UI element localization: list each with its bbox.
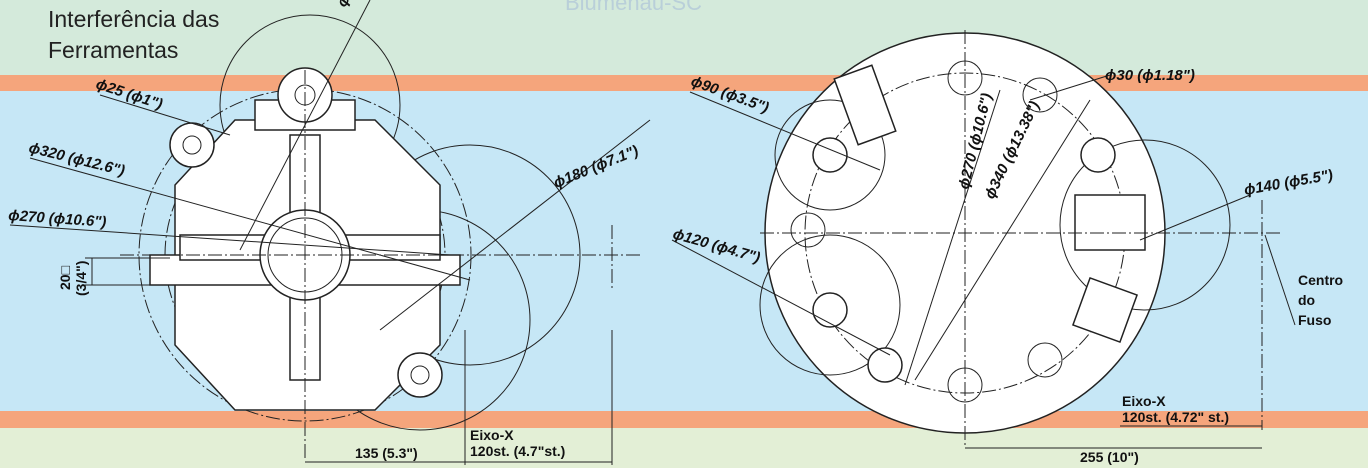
axis-label: Eixo-X [1122, 393, 1166, 409]
axis-label: 120st. (4.7"st.) [470, 443, 565, 459]
title-line: Ferramentas [48, 37, 178, 63]
dimension-label: 255 (10") [1080, 449, 1139, 465]
watermark: Blumenau-SC [565, 0, 702, 15]
center-label: Fuso [1298, 312, 1331, 328]
center-label: do [1298, 292, 1315, 308]
center-label: Centro [1298, 272, 1343, 288]
axis-label: Eixo-X [470, 427, 514, 443]
dimension-label: 20□ [57, 265, 73, 290]
dimension-label: (3/4") [73, 261, 89, 296]
dimension-label: 135 (5.3") [355, 445, 418, 461]
axis-label: 120st. (4.72" st.) [1122, 409, 1229, 425]
dimension-label: ϕ30 (ϕ1.18") [1105, 67, 1195, 84]
title-line: Interferência das [48, 6, 219, 32]
diagram: Blumenau-SC Interferência das Ferramenta… [0, 0, 1368, 468]
